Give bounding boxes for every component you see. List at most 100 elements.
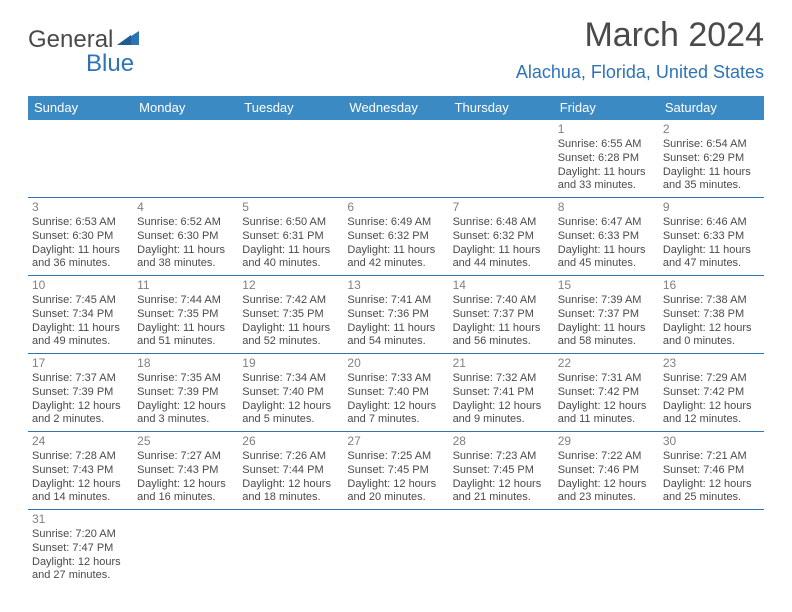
empty-cell xyxy=(238,120,343,198)
daylight-text: Daylight: 12 hours and 14 minutes. xyxy=(32,478,129,506)
day-number: 4 xyxy=(137,200,234,215)
weekday-header: Saturday xyxy=(659,96,764,120)
day-number: 8 xyxy=(558,200,655,215)
empty-cell xyxy=(449,120,554,198)
daylight-text: Daylight: 11 hours and 56 minutes. xyxy=(453,322,550,350)
day-number: 11 xyxy=(137,278,234,293)
daylight-text: Daylight: 11 hours and 36 minutes. xyxy=(32,244,129,272)
daylight-text: Daylight: 12 hours and 5 minutes. xyxy=(242,400,339,428)
header: General Blue March 2024 Alachua, Florida… xyxy=(0,0,792,96)
day-cell: 6Sunrise: 6:49 AMSunset: 6:32 PMDaylight… xyxy=(343,198,448,276)
calendar-row: 17Sunrise: 7:37 AMSunset: 7:39 PMDayligh… xyxy=(28,354,764,432)
day-number: 20 xyxy=(347,356,444,371)
day-number: 13 xyxy=(347,278,444,293)
empty-cell xyxy=(133,120,238,198)
day-cell: 18Sunrise: 7:35 AMSunset: 7:39 PMDayligh… xyxy=(133,354,238,432)
day-number: 15 xyxy=(558,278,655,293)
weekday-header: Sunday xyxy=(28,96,133,120)
day-cell: 19Sunrise: 7:34 AMSunset: 7:40 PMDayligh… xyxy=(238,354,343,432)
day-number: 21 xyxy=(453,356,550,371)
sunrise-text: Sunrise: 7:45 AM xyxy=(32,294,129,308)
day-number: 23 xyxy=(663,356,760,371)
calendar-row: 10Sunrise: 7:45 AMSunset: 7:34 PMDayligh… xyxy=(28,276,764,354)
day-number: 22 xyxy=(558,356,655,371)
empty-cell xyxy=(133,510,238,588)
day-cell: 23Sunrise: 7:29 AMSunset: 7:42 PMDayligh… xyxy=(659,354,764,432)
sunset-text: Sunset: 6:31 PM xyxy=(242,230,339,244)
daylight-text: Daylight: 11 hours and 49 minutes. xyxy=(32,322,129,350)
daylight-text: Daylight: 12 hours and 12 minutes. xyxy=(663,400,760,428)
day-number: 10 xyxy=(32,278,129,293)
day-number: 29 xyxy=(558,434,655,449)
sunrise-text: Sunrise: 6:47 AM xyxy=(558,216,655,230)
daylight-text: Daylight: 11 hours and 38 minutes. xyxy=(137,244,234,272)
sunset-text: Sunset: 7:41 PM xyxy=(453,386,550,400)
calendar-row: 24Sunrise: 7:28 AMSunset: 7:43 PMDayligh… xyxy=(28,432,764,510)
sunset-text: Sunset: 6:33 PM xyxy=(663,230,760,244)
daylight-text: Daylight: 11 hours and 51 minutes. xyxy=(137,322,234,350)
sunrise-text: Sunrise: 7:26 AM xyxy=(242,450,339,464)
day-number: 9 xyxy=(663,200,760,215)
sunrise-text: Sunrise: 7:44 AM xyxy=(137,294,234,308)
empty-cell xyxy=(343,120,448,198)
day-cell: 20Sunrise: 7:33 AMSunset: 7:40 PMDayligh… xyxy=(343,354,448,432)
sunrise-text: Sunrise: 7:42 AM xyxy=(242,294,339,308)
sunset-text: Sunset: 7:45 PM xyxy=(453,464,550,478)
day-number: 6 xyxy=(347,200,444,215)
sunrise-text: Sunrise: 7:28 AM xyxy=(32,450,129,464)
day-cell: 17Sunrise: 7:37 AMSunset: 7:39 PMDayligh… xyxy=(28,354,133,432)
sunrise-text: Sunrise: 7:25 AM xyxy=(347,450,444,464)
sunrise-text: Sunrise: 6:54 AM xyxy=(663,138,760,152)
sunset-text: Sunset: 6:32 PM xyxy=(347,230,444,244)
sunrise-text: Sunrise: 7:33 AM xyxy=(347,372,444,386)
day-cell: 4Sunrise: 6:52 AMSunset: 6:30 PMDaylight… xyxy=(133,198,238,276)
daylight-text: Daylight: 12 hours and 0 minutes. xyxy=(663,322,760,350)
day-cell: 5Sunrise: 6:50 AMSunset: 6:31 PMDaylight… xyxy=(238,198,343,276)
empty-cell xyxy=(659,510,764,588)
day-number: 7 xyxy=(453,200,550,215)
sunrise-text: Sunrise: 7:41 AM xyxy=(347,294,444,308)
day-cell: 16Sunrise: 7:38 AMSunset: 7:38 PMDayligh… xyxy=(659,276,764,354)
sunrise-text: Sunrise: 6:52 AM xyxy=(137,216,234,230)
day-cell: 14Sunrise: 7:40 AMSunset: 7:37 PMDayligh… xyxy=(449,276,554,354)
calendar-table: Sunday Monday Tuesday Wednesday Thursday… xyxy=(28,96,764,587)
daylight-text: Daylight: 12 hours and 3 minutes. xyxy=(137,400,234,428)
logo-text-blue: Blue xyxy=(84,50,134,78)
sunset-text: Sunset: 6:28 PM xyxy=(558,152,655,166)
page-title: March 2024 xyxy=(584,16,764,55)
sunset-text: Sunset: 7:36 PM xyxy=(347,308,444,322)
sunset-text: Sunset: 7:43 PM xyxy=(137,464,234,478)
sunrise-text: Sunrise: 6:50 AM xyxy=(242,216,339,230)
sunset-text: Sunset: 7:42 PM xyxy=(663,386,760,400)
day-number: 28 xyxy=(453,434,550,449)
sunset-text: Sunset: 7:39 PM xyxy=(137,386,234,400)
sunrise-text: Sunrise: 6:48 AM xyxy=(453,216,550,230)
sunrise-text: Sunrise: 7:20 AM xyxy=(32,528,129,542)
day-cell: 15Sunrise: 7:39 AMSunset: 7:37 PMDayligh… xyxy=(554,276,659,354)
daylight-text: Daylight: 11 hours and 52 minutes. xyxy=(242,322,339,350)
daylight-text: Daylight: 12 hours and 27 minutes. xyxy=(32,556,129,584)
sunrise-text: Sunrise: 6:46 AM xyxy=(663,216,760,230)
day-cell: 27Sunrise: 7:25 AMSunset: 7:45 PMDayligh… xyxy=(343,432,448,510)
sunset-text: Sunset: 7:40 PM xyxy=(242,386,339,400)
daylight-text: Daylight: 12 hours and 23 minutes. xyxy=(558,478,655,506)
day-number: 18 xyxy=(137,356,234,371)
day-cell: 2Sunrise: 6:54 AMSunset: 6:29 PMDaylight… xyxy=(659,120,764,198)
sunset-text: Sunset: 7:35 PM xyxy=(242,308,339,322)
daylight-text: Daylight: 11 hours and 33 minutes. xyxy=(558,166,655,194)
daylight-text: Daylight: 12 hours and 16 minutes. xyxy=(137,478,234,506)
sunset-text: Sunset: 6:30 PM xyxy=(137,230,234,244)
weekday-header: Thursday xyxy=(449,96,554,120)
sunset-text: Sunset: 7:38 PM xyxy=(663,308,760,322)
daylight-text: Daylight: 12 hours and 11 minutes. xyxy=(558,400,655,428)
day-number: 30 xyxy=(663,434,760,449)
daylight-text: Daylight: 12 hours and 21 minutes. xyxy=(453,478,550,506)
sunset-text: Sunset: 7:34 PM xyxy=(32,308,129,322)
day-number: 19 xyxy=(242,356,339,371)
sunrise-text: Sunrise: 7:40 AM xyxy=(453,294,550,308)
day-number: 2 xyxy=(663,122,760,137)
day-number: 3 xyxy=(32,200,129,215)
weekday-header: Friday xyxy=(554,96,659,120)
sunrise-text: Sunrise: 6:49 AM xyxy=(347,216,444,230)
day-number: 31 xyxy=(32,512,129,527)
